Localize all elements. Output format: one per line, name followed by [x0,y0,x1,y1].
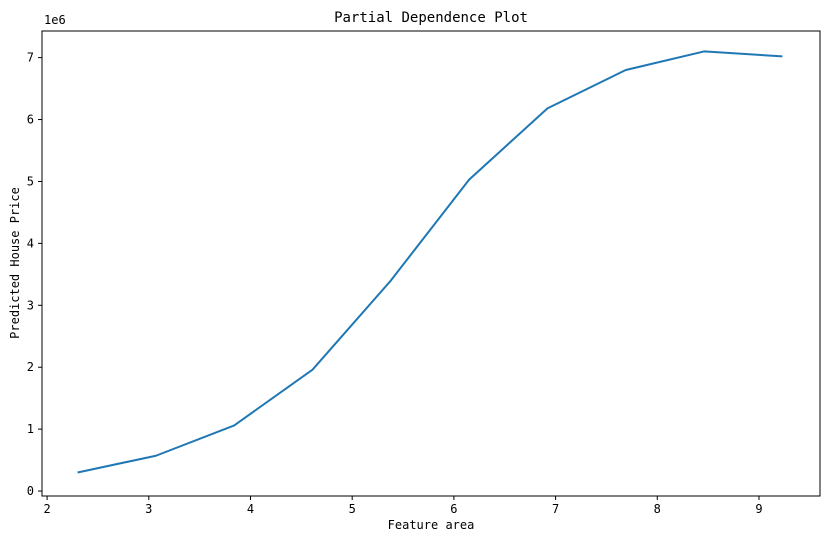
series-line [77,50,783,474]
series-layer [77,50,783,474]
y-axis-ticks: 0 1 2 3 4 5 6 7 [27,51,42,498]
x-tick-label: 2 [43,502,50,516]
plot-area: 2 3 4 5 6 7 8 9 0 1 2 3 4 5 6 7 [27,30,821,516]
y-tick-label: 1 [27,422,34,436]
x-tick-label: 8 [654,502,661,516]
y-tick-label: 3 [27,298,34,312]
y-tick-label: 2 [27,360,34,374]
axes-frame [41,30,821,497]
chart-title: Partial Dependence Plot [334,10,528,26]
x-tick-label: 4 [247,502,254,516]
y-axis-label: Predicted House Price [8,187,22,339]
y-tick-label: 0 [27,484,34,498]
x-tick-label: 6 [450,502,457,516]
x-tick-label: 7 [552,502,559,516]
y-tick-label: 5 [27,174,34,188]
x-axis-label: Feature area [388,518,475,532]
x-tick-label: 5 [349,502,356,516]
y-tick-label: 7 [27,51,34,65]
x-axis-ticks: 2 3 4 5 6 7 8 9 [43,496,763,516]
x-tick-label: 9 [755,502,762,516]
y-tick-label: 4 [27,236,34,250]
y-axis-offset-label: 1e6 [44,13,66,27]
x-tick-label: 3 [145,502,152,516]
y-tick-label: 6 [27,113,34,127]
